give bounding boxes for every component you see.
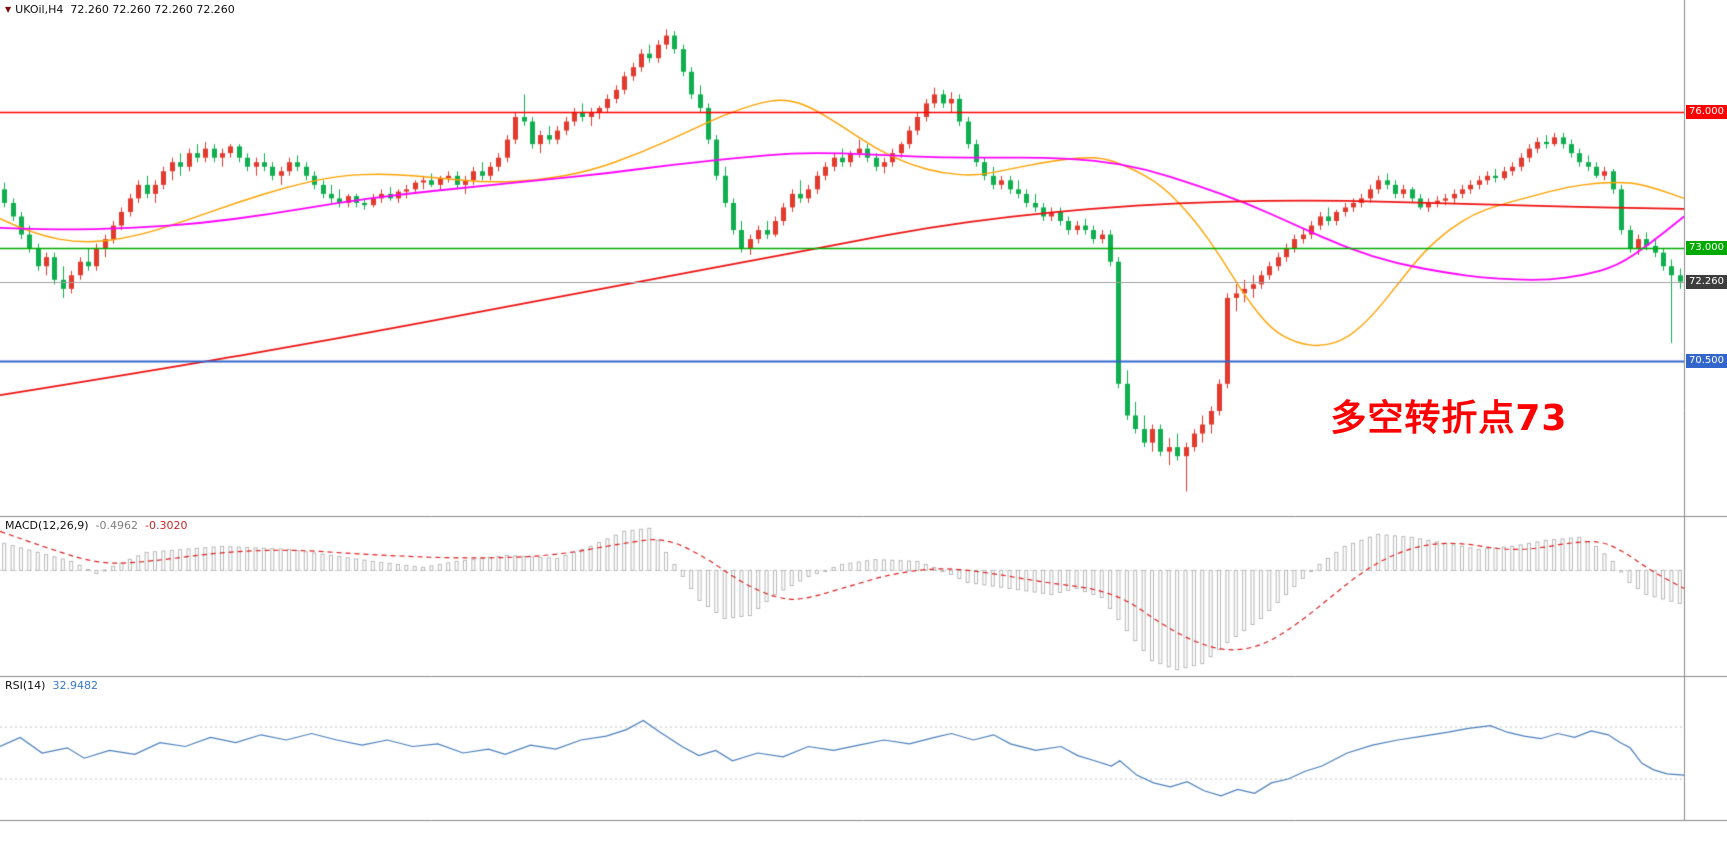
price-level-badge: 73.000 bbox=[1686, 241, 1727, 256]
price-level-badge: 76.000 bbox=[1686, 105, 1727, 120]
macd-name: MACD(12,26,9) bbox=[5, 519, 89, 532]
macd-signal-value: -0.3020 bbox=[145, 519, 188, 532]
symbol-dropdown-icon[interactable]: ▼ bbox=[5, 5, 12, 14]
macd-main-value: -0.4962 bbox=[95, 519, 139, 532]
macd-indicator-label: MACD(12,26,9) -0.4962 -0.3020 bbox=[5, 519, 187, 532]
annotation-text: 多空转折点73 bbox=[1330, 398, 1568, 440]
price-level-badge: 72.260 bbox=[1686, 274, 1727, 289]
rsi-name: RSI(14) bbox=[5, 679, 46, 692]
rsi-value: 32.9482 bbox=[52, 679, 98, 692]
ohlc-values: 72.260 72.260 72.260 72.260 bbox=[70, 3, 235, 16]
time-axis[interactable]: 17 Jun 202118 Jun 08:0021 Jun 12:0022 Ju… bbox=[0, 821, 1727, 841]
rsi-indicator-label: RSI(14) 32.9482 bbox=[5, 679, 98, 692]
chart-title: ▼ UKOil,H4 72.260 72.260 72.260 72.260 bbox=[5, 3, 235, 16]
price-level-badge: 70.500 bbox=[1686, 354, 1727, 369]
symbol-period-label: UKOil,H4 bbox=[15, 3, 64, 16]
